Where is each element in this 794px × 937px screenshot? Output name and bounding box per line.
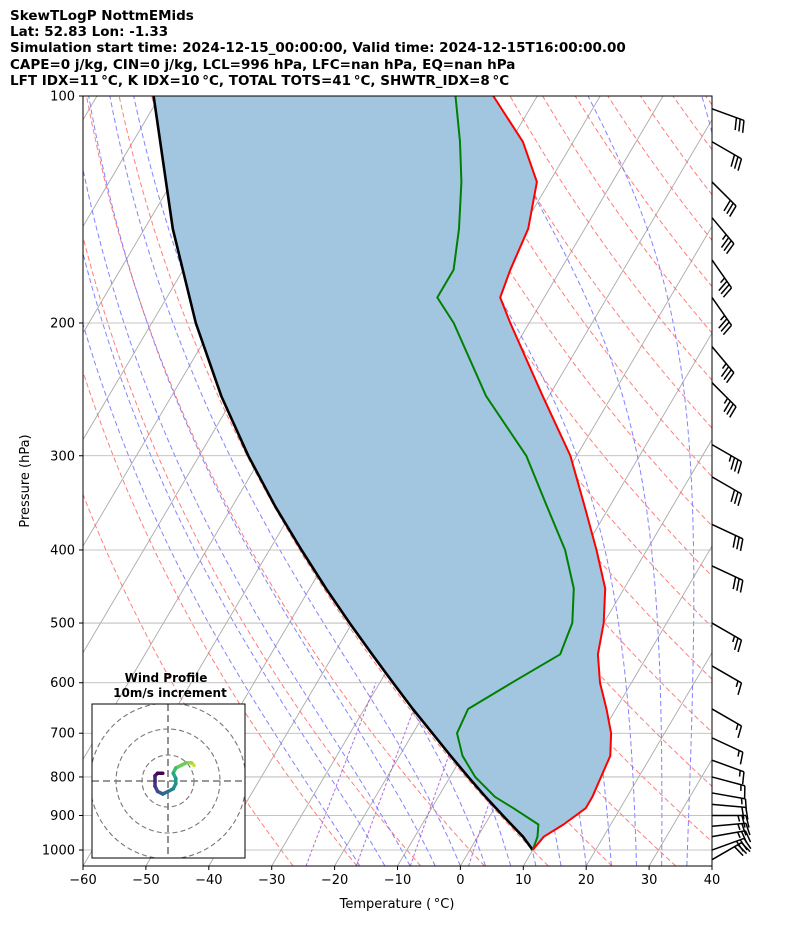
dewpoint-line <box>436 96 575 851</box>
y-tick-label: 400 <box>50 543 75 558</box>
moist-adiabat-line <box>83 322 361 866</box>
y-tick-label: 1000 <box>42 844 75 859</box>
dry-adiabat-line <box>379 96 712 577</box>
y-tick-label: 700 <box>50 727 75 742</box>
mixing-ratio-line <box>355 682 424 866</box>
moist-adiabat-line <box>160 96 512 866</box>
hodograph-subtitle: 10m/s increment <box>113 686 227 700</box>
cape-fill-layer <box>153 96 612 850</box>
wind-barb <box>711 476 743 506</box>
wind-barb <box>711 181 737 217</box>
dry-adiabat-line <box>477 96 712 429</box>
x-tick-label: 10 <box>515 873 532 888</box>
x-tick-label: −10 <box>384 873 411 888</box>
time-line: Simulation start time: 2024-12-15_00:00:… <box>10 40 626 57</box>
y-tick-label: 800 <box>50 770 75 785</box>
isotherm-line <box>711 865 712 866</box>
y-tick-label: 600 <box>50 676 75 691</box>
moist-adiabat-line <box>109 96 461 866</box>
cape-line: CAPE=0 j/kg, CIN=0 j/kg, LCL=996 hPa, LF… <box>10 56 516 73</box>
wind-barb <box>711 523 744 552</box>
dry-adiabat-line <box>118 96 549 866</box>
y-tick-label: 500 <box>50 617 75 632</box>
wind-barb <box>711 830 752 844</box>
x-axis-label: Temperature ( °C) <box>339 897 455 912</box>
mixing-ratio-line <box>409 682 475 866</box>
dry-adiabat-line <box>411 96 712 527</box>
y-tick-label: 100 <box>50 90 75 105</box>
isotherm-line <box>83 96 98 121</box>
hodograph-segment <box>174 761 188 770</box>
isotherm-line <box>83 96 161 228</box>
dry-adiabat-line <box>738 96 794 866</box>
moist-adiabat-line <box>83 251 386 866</box>
wind-barb <box>711 665 743 696</box>
y-tick-label: 200 <box>50 316 75 331</box>
x-tick-label: −30 <box>258 873 285 888</box>
dry-adiabat-line <box>86 96 485 866</box>
dry-adiabat-line <box>83 493 294 866</box>
profile-lines <box>152 96 613 851</box>
wind-barb <box>711 708 743 739</box>
dry-adiabat-line <box>444 96 712 478</box>
parcel-line <box>152 96 534 851</box>
wind-barb <box>712 814 750 828</box>
hodograph-title: Wind Profile <box>125 671 208 685</box>
cape-fill <box>153 96 612 850</box>
chart-header: SkewTLogP NottmEMids Lat: 52.83 Lon: -1.… <box>10 8 626 89</box>
x-tick-label: −20 <box>321 873 348 888</box>
x-tick-label: −50 <box>132 873 159 888</box>
moist-adiabat-line <box>88 96 436 866</box>
moist-adiabat-line <box>587 96 695 866</box>
x-tick-label: −60 <box>69 873 96 888</box>
index-line: LFT IDX=11 °C, K IDX=10 °C, TOTAL TOTS=4… <box>10 72 510 89</box>
wind-barb <box>711 822 751 836</box>
mixing-ratio-line <box>305 682 377 866</box>
dry-adiabat-line <box>771 96 794 866</box>
wind-barbs <box>711 108 752 861</box>
wind-barb <box>711 759 745 785</box>
wind-barb <box>711 776 746 799</box>
hodograph-inset: Wind Profile 10m/s increment <box>91 671 246 859</box>
isotherm-line <box>775 96 794 866</box>
y-tick-label: 900 <box>50 809 75 824</box>
location-line: Lat: 52.83 Lon: -1.33 <box>10 24 169 41</box>
dry-adiabat-line <box>607 96 712 242</box>
wind-barb <box>711 565 744 593</box>
x-axis: −60 −50 −40 −30 −20 −10 0 10 20 30 40 <box>69 866 720 888</box>
y-axis-label: Pressure (hPa) <box>18 434 33 527</box>
dry-adiabat-line <box>639 96 712 196</box>
wind-barb <box>711 622 743 653</box>
wind-barb <box>711 346 735 384</box>
y-axis: 1000 900 800 700 600 500 400 300 200 100 <box>42 90 83 859</box>
temperature-line <box>492 96 613 851</box>
wind-barb <box>711 297 733 336</box>
y-tick-label: 300 <box>50 449 75 464</box>
wind-barb <box>711 737 744 765</box>
x-tick-label: −40 <box>195 873 222 888</box>
isotherm-line <box>83 96 224 334</box>
isotherm-line <box>585 651 712 866</box>
chart-title: SkewTLogP NottmEMids <box>10 8 194 24</box>
hodograph-frame <box>91 703 246 859</box>
x-tick-label: 40 <box>704 873 721 888</box>
wind-barb <box>711 382 737 418</box>
dry-adiabat-line <box>83 370 358 866</box>
wind-barb <box>711 108 745 133</box>
wind-barb <box>711 444 743 474</box>
x-tick-label: 0 <box>456 873 464 888</box>
wind-barb <box>711 217 735 255</box>
wind-barb <box>711 792 748 812</box>
wind-barb <box>711 259 733 298</box>
wind-barb <box>711 141 743 171</box>
x-tick-label: 30 <box>641 873 658 888</box>
x-tick-label: 20 <box>578 873 595 888</box>
